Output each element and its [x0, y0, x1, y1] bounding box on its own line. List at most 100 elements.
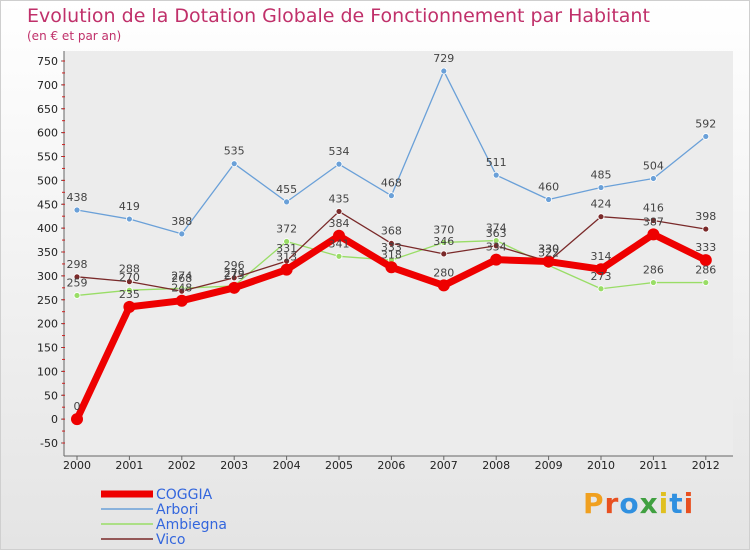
x-tick-label: 2002 — [168, 459, 196, 472]
data-point — [440, 239, 448, 246]
data-point — [73, 292, 81, 299]
data-label: 511 — [486, 156, 507, 169]
data-label: 387 — [643, 215, 664, 228]
chart-subtitle: (en € et par an) — [27, 29, 122, 43]
x-tick-label: 2009 — [535, 459, 563, 472]
x-tick-label: 2005 — [325, 459, 353, 472]
data-point — [385, 261, 398, 274]
data-point — [647, 228, 660, 241]
data-point — [492, 171, 500, 179]
data-label: 314 — [591, 250, 612, 263]
legend-label-ambiegna: Ambiegna — [156, 517, 227, 533]
x-tick-label: 2011 — [639, 459, 667, 472]
data-point — [283, 198, 291, 206]
data-point — [387, 192, 395, 200]
data-point — [702, 133, 710, 140]
data-point — [280, 263, 293, 276]
data-point — [335, 208, 343, 215]
data-label: 534 — [329, 145, 350, 158]
data-label: 363 — [486, 227, 507, 240]
data-point — [437, 279, 450, 292]
data-label: 331 — [276, 242, 297, 255]
y-tick-label: 600 — [37, 127, 58, 140]
data-point — [702, 225, 710, 233]
data-label: 330 — [538, 243, 559, 256]
data-point — [597, 213, 605, 221]
data-label: 485 — [591, 169, 612, 182]
data-point — [490, 253, 503, 266]
data-label: 288 — [119, 263, 140, 276]
data-point — [230, 274, 238, 282]
y-tick-label: 450 — [37, 198, 58, 211]
data-label: 0 — [74, 400, 81, 413]
data-label: 370 — [433, 223, 454, 236]
y-tick-label: -50 — [40, 437, 58, 450]
data-label: 333 — [695, 241, 716, 254]
data-point — [542, 255, 555, 268]
data-point — [492, 242, 500, 250]
data-point — [545, 196, 552, 203]
data-point — [650, 217, 657, 224]
y-tick-label: 350 — [37, 246, 58, 259]
legend-label-vico: Vico — [156, 532, 185, 548]
y-tick-label: 700 — [37, 79, 58, 92]
data-label: 374 — [486, 222, 507, 235]
data-label: 333 — [381, 241, 402, 254]
x-tick-label: 2001 — [115, 459, 143, 472]
data-label: 275 — [224, 269, 245, 282]
data-point — [125, 215, 133, 223]
data-point — [71, 413, 83, 426]
x-tick-label: 2003 — [220, 459, 248, 472]
data-label: 322 — [538, 246, 559, 259]
data-label: 286 — [695, 264, 716, 277]
data-point — [73, 206, 81, 214]
data-point — [178, 230, 186, 238]
x-tick-label: 2010 — [587, 459, 615, 472]
y-tick-label: 200 — [37, 318, 58, 331]
data-label: 384 — [329, 217, 350, 230]
x-tick-label: 2004 — [273, 459, 301, 472]
data-label: 334 — [486, 241, 507, 254]
x-tick-label: 2000 — [63, 459, 91, 472]
data-label: 274 — [171, 269, 192, 282]
x-tick-label: 2007 — [430, 459, 458, 472]
data-label: 535 — [224, 145, 245, 158]
data-point — [125, 278, 133, 286]
y-tick-label: 0 — [51, 413, 58, 426]
data-label: 268 — [171, 272, 192, 285]
data-point — [230, 160, 238, 168]
y-tick-label: 250 — [37, 294, 58, 307]
data-point — [335, 252, 343, 260]
y-tick-label: 550 — [37, 151, 58, 164]
data-point — [125, 286, 133, 294]
data-label: 270 — [119, 271, 140, 284]
y-tick-label: 50 — [44, 389, 58, 402]
data-label: 504 — [643, 159, 664, 172]
data-label: 286 — [643, 264, 664, 277]
data-label: 435 — [329, 192, 350, 205]
data-label: 419 — [119, 200, 140, 213]
y-tick-label: 150 — [37, 342, 58, 355]
data-label: 368 — [381, 224, 402, 237]
data-label: 235 — [119, 288, 140, 301]
legend-label-arbori: Arbori — [156, 502, 198, 518]
data-label: 280 — [433, 266, 454, 279]
y-tick-label: 300 — [37, 270, 58, 283]
data-label: 313 — [276, 251, 297, 264]
data-point — [175, 294, 188, 307]
y-tick-label: 100 — [37, 365, 58, 378]
data-label: 318 — [381, 248, 402, 261]
data-label: 455 — [276, 183, 297, 196]
data-label: 592 — [695, 117, 716, 130]
data-point — [178, 287, 186, 295]
data-label: 468 — [381, 177, 402, 190]
legend-label-coggia: COGGIA — [156, 487, 213, 503]
data-point — [699, 254, 712, 267]
data-label: 259 — [67, 276, 88, 289]
data-label: 346 — [433, 235, 454, 248]
y-tick-label: 400 — [37, 222, 58, 235]
data-point — [650, 175, 657, 182]
data-label: 296 — [224, 259, 245, 272]
